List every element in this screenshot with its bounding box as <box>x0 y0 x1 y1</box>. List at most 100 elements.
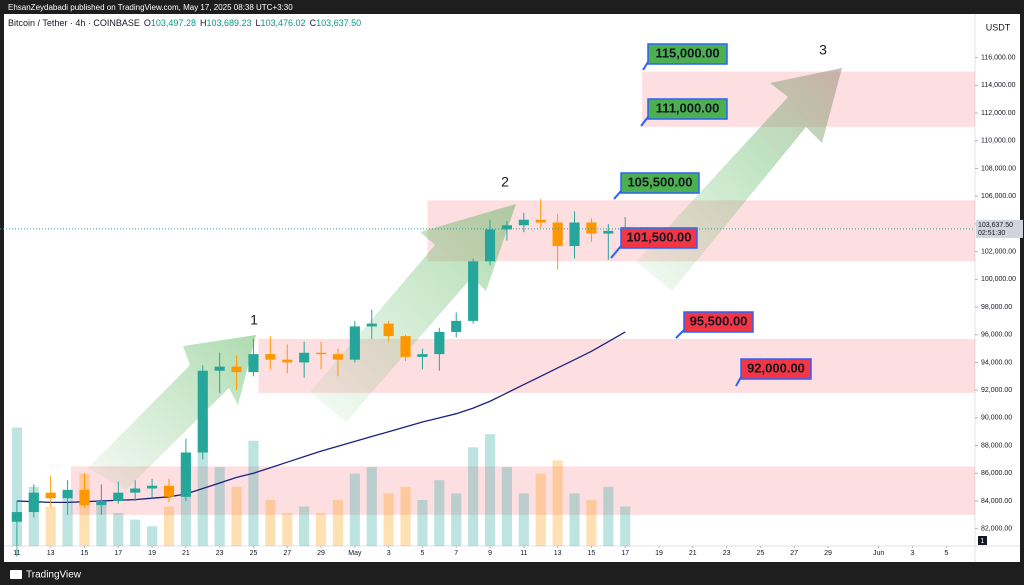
x-tick-label: 23 <box>216 550 224 557</box>
volume-bar <box>315 513 327 546</box>
y-tick-label: 94,000.00 <box>981 359 1012 366</box>
candle-body <box>535 219 546 223</box>
candle-body <box>197 370 208 453</box>
x-tick-label: 9 <box>488 550 492 557</box>
x-tick-label: Jun <box>873 550 884 557</box>
y-tick-label: 110,000.00 <box>981 138 1016 145</box>
y-tick-label: 84,000.00 <box>981 498 1012 505</box>
candle-body <box>552 222 563 247</box>
volume-bar <box>248 440 259 546</box>
candle-body <box>147 485 158 489</box>
annotation-label: 92,000.00 <box>747 360 805 375</box>
countdown: 02:51:30 <box>978 230 1005 237</box>
y-tick-label: 108,000.00 <box>981 165 1016 172</box>
last-price-tag <box>976 219 1023 238</box>
annotation-label: 111,000.00 <box>656 100 720 115</box>
candle-body <box>62 489 73 499</box>
y-tick-label: 82,000.00 <box>981 526 1012 533</box>
volume-bar <box>552 460 563 546</box>
volume-bar <box>332 499 344 546</box>
y-tick-label: 112,000.00 <box>981 110 1016 117</box>
x-tick-label: 5 <box>944 550 948 557</box>
x-tick-label: 19 <box>148 550 156 557</box>
volume-bar <box>603 486 614 546</box>
wave-label: 2 <box>501 174 509 190</box>
y-tick-label: 96,000.00 <box>981 332 1012 339</box>
scale-badge[interactable]: 1 <box>981 538 985 545</box>
scale-badge-box[interactable] <box>978 536 987 545</box>
x-tick-label: 23 <box>723 550 731 557</box>
candle-body <box>180 452 191 497</box>
volume-bar <box>451 493 462 546</box>
y-tick-label: 102,000.00 <box>981 248 1016 255</box>
x-tick-label: 13 <box>47 550 55 557</box>
volume-bar <box>62 493 73 546</box>
annotation-label: 105,500.00 <box>627 174 692 189</box>
candle-body <box>248 354 259 373</box>
x-tick-label: 3 <box>911 550 915 557</box>
x-tick-label: 27 <box>790 550 798 557</box>
candle-body <box>332 354 344 360</box>
candle-body <box>96 500 107 506</box>
candle-body <box>451 320 462 332</box>
x-tick-label: 15 <box>588 550 596 557</box>
x-tick-label: 7 <box>454 550 458 557</box>
volume-bar <box>417 499 428 546</box>
y-tick-label: 114,000.00 <box>981 82 1016 89</box>
candle-body <box>299 352 310 363</box>
volume-bar <box>501 467 513 546</box>
wave-label: 3 <box>819 42 827 58</box>
candle-body <box>383 323 394 337</box>
x-tick-label: 17 <box>621 550 629 557</box>
candle-body <box>518 219 529 226</box>
zone <box>70 466 976 515</box>
candle-body <box>366 323 377 327</box>
x-tick-label: 21 <box>689 550 697 557</box>
candle-body <box>349 326 360 360</box>
ohlc-key: H <box>200 18 207 28</box>
y-tick-label: 106,000.00 <box>981 193 1016 200</box>
publisher: EhsanZeydabadi published on TradingView.… <box>8 3 293 12</box>
x-tick-label: 29 <box>317 550 325 557</box>
candle-body <box>400 336 411 357</box>
x-tick-label: 11 <box>520 550 527 557</box>
ohlc-value: 103,689.23 <box>206 18 251 28</box>
candle-body <box>130 488 141 493</box>
volume-bar <box>214 467 225 546</box>
last-price-label: 103,637.50 <box>978 222 1013 229</box>
y-tick-label: 86,000.00 <box>981 470 1012 477</box>
candle-body <box>586 222 597 234</box>
x-tick-label: May <box>348 550 362 557</box>
x-tick-label: 25 <box>250 550 258 557</box>
candle-body <box>79 489 90 506</box>
candle-body <box>569 222 580 247</box>
trend-arrow <box>88 335 256 490</box>
annotation-pointer <box>642 61 649 71</box>
y-tick-label: 92,000.00 <box>981 387 1012 394</box>
logo <box>10 570 22 579</box>
y-tick-label: 100,000.00 <box>981 276 1016 283</box>
x-tick-label: 27 <box>283 550 291 557</box>
annotation-box <box>683 311 754 333</box>
volume-bar <box>569 493 580 546</box>
currency: USDT <box>986 22 1011 32</box>
wave-label: 1 <box>250 312 258 328</box>
symbol: Bitcoin / Tether · 4h · COINBASE <box>8 18 140 28</box>
ohlc-value: 103,497.28 <box>151 18 196 28</box>
annotation-pointer <box>613 190 622 200</box>
volume-bar <box>11 427 22 546</box>
annotation-box <box>647 98 728 120</box>
annotation-pointer <box>735 376 742 387</box>
brand: TradingView <box>26 570 82 581</box>
candle-body <box>417 354 428 357</box>
volume-bar <box>113 513 124 546</box>
annotation-label: 115,000.00 <box>655 45 719 60</box>
candle-body <box>214 366 225 371</box>
volume-bar <box>484 434 496 546</box>
annotation-box <box>740 358 812 380</box>
annotation-pointer <box>640 116 649 127</box>
volume-bar <box>282 513 293 546</box>
candle-body <box>28 492 39 513</box>
symbol-line: Bitcoin / Tether · 4h · COINBASE O103,497… <box>8 18 361 28</box>
candle-body <box>113 492 124 501</box>
